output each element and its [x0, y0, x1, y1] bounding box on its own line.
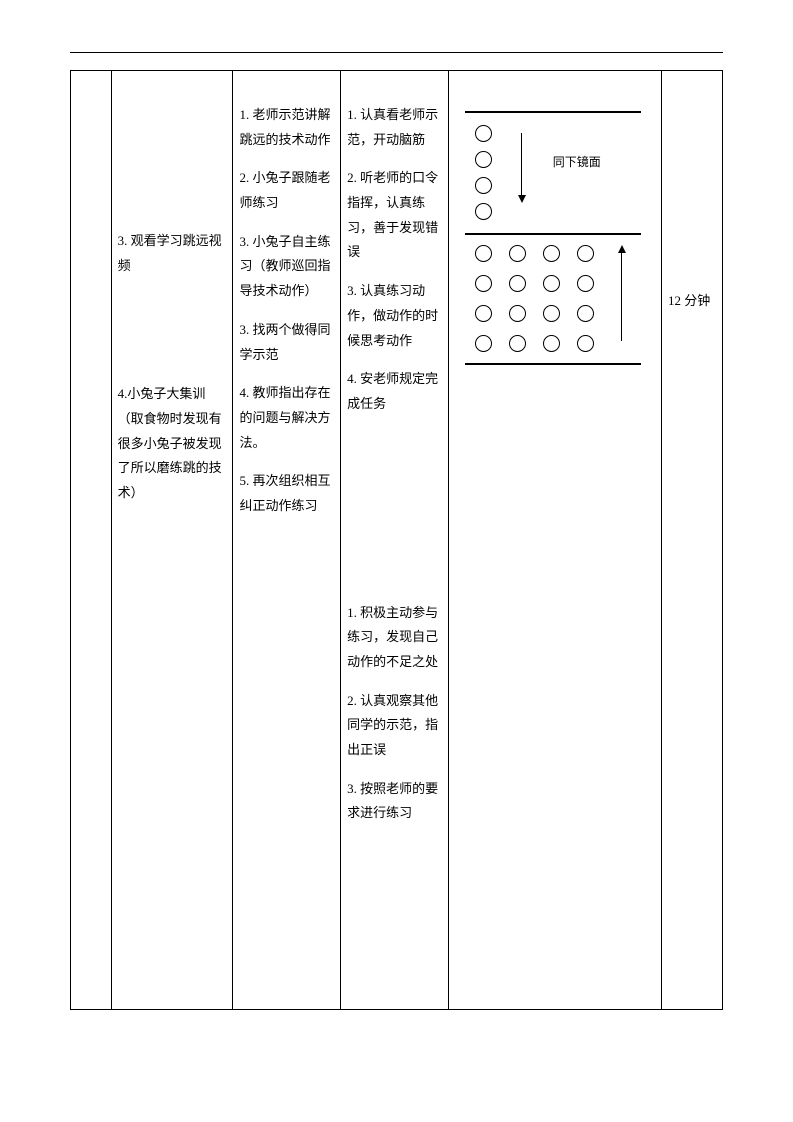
diagram-line: [465, 363, 641, 365]
student-circle-icon: [577, 305, 594, 322]
student-circle-icon: [509, 245, 526, 262]
page-header-rule: [70, 52, 723, 53]
student-circle-icon: [475, 125, 492, 142]
col3-item: 3. 找两个做得同学示范: [239, 318, 334, 367]
cell-col6: 12 分钟: [662, 71, 723, 1010]
col4-item: 3. 按照老师的要求进行练习: [347, 777, 442, 826]
cell-col3: 1. 老师示范讲解跳远的技术动作 2. 小兔子跟随老师练习 3. 小兔子自主练习…: [233, 71, 341, 1010]
student-circle-icon: [509, 275, 526, 292]
arrow-up-icon: [618, 245, 626, 253]
student-circle-icon: [543, 305, 560, 322]
arrow-line: [621, 253, 623, 341]
cell-col1: [71, 71, 112, 1010]
student-circle-icon: [475, 335, 492, 352]
formation-diagram: 同下镜面: [455, 97, 651, 377]
student-circle-icon: [543, 245, 560, 262]
arrow-line: [521, 133, 523, 195]
student-circle-icon: [543, 335, 560, 352]
col3-item: 3. 小兔子自主练习（教师巡回指导技术动作）: [239, 230, 334, 304]
col3-item: 4. 教师指出存在的问题与解决方法。: [239, 381, 334, 455]
student-circle-icon: [577, 335, 594, 352]
col4-item: 4. 安老师规定完成任务: [347, 367, 442, 416]
col3-item: 5. 再次组织相互纠正动作练习: [239, 469, 334, 518]
cell-col2: 3. 观看学习跳远视频 4.小兔子大集训（取食物时发现有很多小兔子被发现了所以磨…: [111, 71, 233, 1010]
student-circle-icon: [475, 203, 492, 220]
cell-col5: 同下镜面: [448, 71, 661, 1010]
col4-item: 1. 认真看老师示范，开动脑筋: [347, 103, 442, 152]
lesson-plan-table: 3. 观看学习跳远视频 4.小兔子大集训（取食物时发现有很多小兔子被发现了所以磨…: [70, 70, 723, 1010]
student-circle-icon: [543, 275, 560, 292]
student-circle-icon: [475, 177, 492, 194]
arrow-down-icon: [518, 195, 526, 203]
diagram-line: [465, 111, 641, 113]
col4-item: 3. 认真练习动作，做动作的时候思考动作: [347, 279, 442, 353]
mirror-label: 同下镜面: [553, 151, 601, 174]
student-circle-icon: [475, 245, 492, 262]
table-row: 3. 观看学习跳远视频 4.小兔子大集训（取食物时发现有很多小兔子被发现了所以磨…: [71, 71, 723, 1010]
student-circle-icon: [475, 275, 492, 292]
student-circle-icon: [475, 305, 492, 322]
col4-item: 2. 听老师的口令指挥，认真练习，善于发现错误: [347, 166, 442, 265]
duration-label: 12 分钟: [668, 289, 716, 314]
col3-item: 2. 小兔子跟随老师练习: [239, 166, 334, 215]
cell-col4: 1. 认真看老师示范，开动脑筋 2. 听老师的口令指挥，认真练习，善于发现错误 …: [341, 71, 449, 1010]
student-circle-icon: [509, 335, 526, 352]
student-circle-icon: [475, 151, 492, 168]
student-circle-icon: [577, 275, 594, 292]
student-circle-icon: [509, 305, 526, 322]
col4-item: 1. 积极主动参与练习，发现自己动作的不足之处: [347, 601, 442, 675]
col2-item: 3. 观看学习跳远视频: [118, 229, 227, 278]
col4-item: 2. 认真观察其他同学的示范，指出正误: [347, 689, 442, 763]
col2-item: 4.小兔子大集训（取食物时发现有很多小兔子被发现了所以磨练跳的技术）: [118, 382, 227, 505]
student-circle-icon: [577, 245, 594, 262]
col3-item: 1. 老师示范讲解跳远的技术动作: [239, 103, 334, 152]
diagram-line: [465, 233, 641, 235]
